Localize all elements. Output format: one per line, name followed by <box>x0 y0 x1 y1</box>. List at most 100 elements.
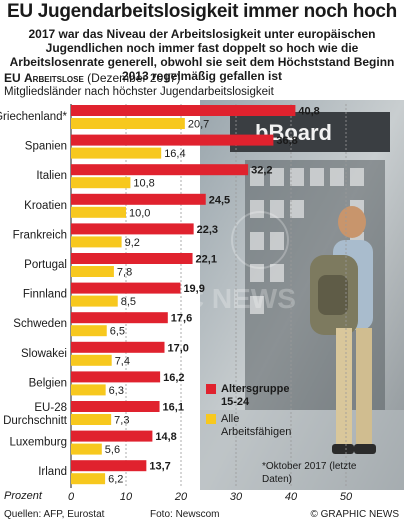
category-label: Spanien <box>25 141 67 153</box>
section-heading: EU Arbeitslose (Dezember 2017) <box>4 72 181 85</box>
value-label-youth: 19,9 <box>183 283 204 295</box>
value-label-youth: 22,3 <box>197 224 218 236</box>
legend-swatch-all <box>206 414 216 424</box>
bar-all <box>71 325 107 337</box>
value-label-all: 5,6 <box>105 444 120 456</box>
value-label-youth: 40,8 <box>298 106 319 118</box>
bar-all <box>71 266 114 277</box>
bar-all <box>71 118 185 129</box>
value-label-all: 9,2 <box>125 237 140 249</box>
value-label-all: 20,7 <box>188 119 209 131</box>
bar-all <box>71 295 118 307</box>
bar-youth <box>71 134 274 146</box>
value-labels: 40,8 20,7 36,8 16,4 32,2 10,8 24,5 10,0 22,3 9,2 2… <box>105 106 320 486</box>
chart-title: EU Jugendarbeitslosigkeit immer noch hoc… <box>7 1 397 22</box>
section-label: Arbeitslose <box>24 71 84 85</box>
section-subheading: Mitgliedsländer nach höchster Jugendarbe… <box>4 86 274 98</box>
value-label-all: 8,5 <box>121 296 136 308</box>
copyright: © GRAPHIC NEWS <box>310 509 400 520</box>
section-date: (Dezember 2017) <box>87 71 181 85</box>
x-tick-label: 30 <box>230 491 243 503</box>
category-label: Schweden <box>13 318 67 330</box>
category-label: Portugal <box>24 259 67 271</box>
value-label-youth: 24,5 <box>209 194 230 206</box>
value-label-youth: 14,8 <box>155 431 176 443</box>
value-label-all: 6,5 <box>110 326 125 338</box>
legend-label-all-line2: Arbeitsfähigen <box>221 426 292 438</box>
value-label-youth: 32,2 <box>251 165 272 177</box>
bar-all <box>71 177 131 189</box>
sources-text: Quellen: AFP, Eurostat <box>4 509 105 520</box>
value-label-all: 7,3 <box>114 415 129 427</box>
value-label-youth: 16,2 <box>163 372 184 384</box>
value-label-all: 6,3 <box>109 385 124 397</box>
legend-label-all-line1: Alle <box>221 413 240 425</box>
category-label: Kroatien <box>24 200 67 212</box>
value-label-all: 16,4 <box>164 148 185 160</box>
category-label: Frankreich <box>13 229 67 241</box>
value-label-youth: 22,1 <box>196 254 217 266</box>
bar-all <box>71 354 112 366</box>
bar-youth <box>71 164 249 176</box>
legend-label-all: Alle Arbeitsfähigen <box>221 413 291 439</box>
photo-credit: Foto: Newscom <box>150 509 220 520</box>
value-label-all: 7,8 <box>117 267 132 279</box>
x-tick-label: 50 <box>340 491 353 503</box>
bar-youth <box>71 253 193 264</box>
legend <box>206 384 216 424</box>
legend-label-youth: Altersgruppe 15-24 <box>221 383 290 408</box>
value-label-all: 6,2 <box>108 474 123 486</box>
sources: Quellen: AFP, Eurostat <box>4 509 104 520</box>
bar-all <box>71 147 162 159</box>
x-axis-label: Prozent <box>4 490 42 502</box>
category-label: Slowakei <box>21 348 67 360</box>
category-labels: Griechenland* Spanien Italien Kroatien Frank… <box>0 111 68 478</box>
value-label-all: 10,8 <box>133 178 154 190</box>
x-tick-label: 40 <box>285 491 298 503</box>
value-label-youth: 36,8 <box>276 135 297 147</box>
bar-youth <box>71 282 181 294</box>
category-label: Durchschnitt <box>3 415 68 427</box>
value-label-youth: 13,7 <box>149 461 170 473</box>
bar-youth <box>71 430 153 442</box>
category-label: Finnland <box>23 289 67 301</box>
bar-all <box>71 414 112 425</box>
chart-subtitle: 2017 war das Niveau der Arbeitslosigkeit… <box>9 27 395 83</box>
person-figure <box>310 206 376 454</box>
bar-youth <box>71 223 194 235</box>
bar-youth <box>71 401 160 412</box>
value-label-youth: 17,6 <box>171 313 192 325</box>
legend-swatch-youth <box>206 384 216 394</box>
value-label-all: 10,0 <box>129 207 150 219</box>
section-prefix: EU <box>4 71 21 85</box>
x-tick-label: 0 <box>68 491 75 503</box>
board-cards <box>250 168 364 314</box>
bar-all <box>71 206 126 218</box>
bar-all <box>71 443 102 455</box>
value-label-youth: 16,1 <box>163 402 184 414</box>
bar-all <box>71 236 122 248</box>
bar-all <box>71 384 106 396</box>
footnote: *Oktober 2017 (letzte Daten) <box>262 461 357 485</box>
bars <box>71 105 296 485</box>
value-label-all: 7,4 <box>115 355 130 367</box>
bar-youth <box>71 193 206 205</box>
bar-youth <box>71 341 165 353</box>
bar-youth <box>71 371 161 383</box>
category-label: EU-28 <box>34 402 67 414</box>
x-tick-label: 20 <box>174 491 188 503</box>
category-label: Griechenland* <box>0 111 68 123</box>
category-label: Luxemburg <box>9 437 67 449</box>
category-label: Italien <box>36 170 67 182</box>
bar-all <box>71 473 106 485</box>
bar-youth <box>71 105 296 116</box>
category-label: Belgien <box>29 377 67 389</box>
background-photo: bBoard GRAPHIC NEWS <box>75 100 404 490</box>
category-label: Irland <box>38 466 67 478</box>
bar-youth <box>71 460 147 472</box>
x-tick-labels: 0 10 20 30 40 50 <box>68 491 353 503</box>
value-label-youth: 17,0 <box>168 342 189 354</box>
bar-youth <box>71 312 168 324</box>
x-tick-label: 10 <box>120 491 133 503</box>
